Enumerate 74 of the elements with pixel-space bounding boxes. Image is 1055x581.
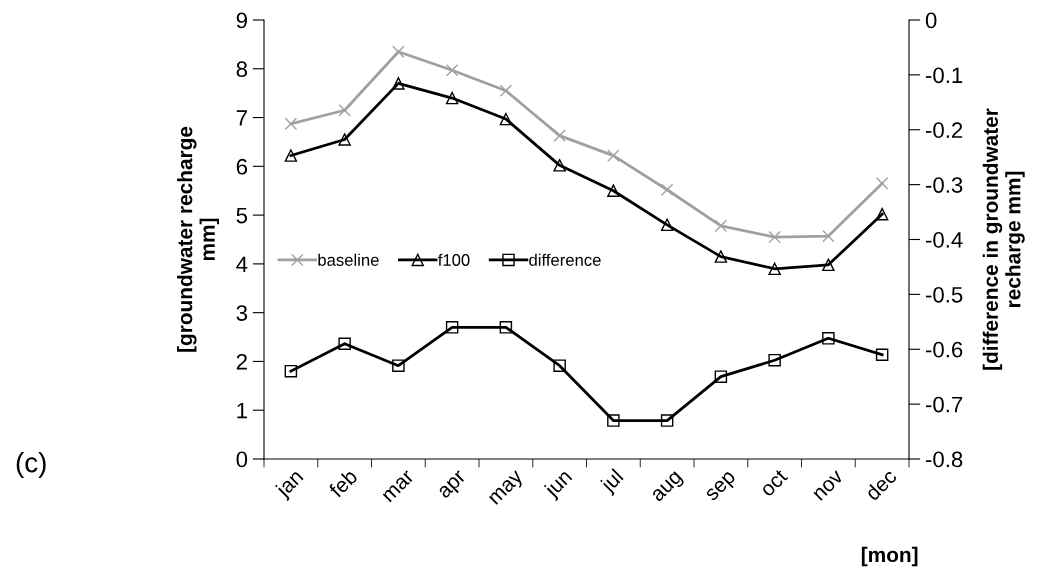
point [768,262,781,276]
y-tick-label: 8 [236,61,248,78]
x-tick-label: nov [813,470,845,501]
y2-tick-label: -0.1 [925,67,963,84]
legend-label: difference [529,253,601,266]
point [338,103,351,117]
point [499,321,513,334]
y2-axis-title: [difference in groundwater recharge mm] [982,108,1025,370]
point [660,414,674,427]
point [553,129,566,142]
x-tick-label: oct [759,468,789,498]
point [392,45,405,58]
point [714,370,728,383]
y-tick-label: 5 [236,207,248,224]
point [875,207,889,221]
point [660,183,674,196]
y2-tick-label: -0.5 [925,286,963,303]
point [553,359,566,372]
x-tick-label: feb [327,467,359,499]
point [822,229,835,243]
y-tick-label: 6 [236,158,248,175]
y2-tick-label: -0.4 [925,232,963,248]
y-tick-label: 9 [236,12,247,29]
point [445,63,459,77]
point [607,414,620,427]
x-tick-label: jul [598,468,627,497]
x-axis-title: [mon] [861,546,918,567]
x-tick-label: aug [651,471,686,506]
x-tick-label: dec [864,467,898,502]
text: (c) [16,452,46,478]
point [284,117,298,131]
y2-tick-label: -0.2 [925,122,963,139]
y-tick-label: 1 [237,402,247,419]
legend-label: f100 [437,253,470,266]
x-tick-label: jan [273,468,307,502]
y2-tick-label: -0.6 [925,341,963,358]
y2-tick-label: -0.8 [925,451,963,468]
point [822,332,835,345]
y-tick-label: 0 [236,451,248,468]
y-tick-label: 4 [236,256,248,272]
point [445,321,459,334]
y-axis-title: [groundwater recharge mm] [177,126,219,352]
x-tick-label: sep [705,470,739,505]
point [875,348,889,361]
legend-label: baseline [318,253,379,266]
point [714,250,728,263]
point [338,133,351,146]
point [768,353,781,367]
point [284,149,298,162]
x-tick-label: may [488,470,527,508]
point [875,177,889,190]
point [607,184,620,197]
x-tick-label: jun [542,468,576,502]
x-tick-label: mar [382,470,415,503]
point [822,258,835,272]
y2-tick-label: -0.7 [925,396,963,413]
point [284,364,298,378]
point [714,219,728,233]
point [392,77,405,90]
x-tick-label: apr [437,470,470,502]
point [660,218,674,232]
y-tick-label: 7 [236,110,247,126]
y-tick-label: 3 [236,305,248,321]
point [553,159,566,172]
point [607,149,620,162]
point [445,91,459,105]
point [392,359,405,372]
y-tick-label: 2 [236,353,247,370]
point [499,84,513,97]
point [768,230,781,244]
point [499,112,513,126]
y2-tick-label: 0 [925,12,937,29]
y2-tick-label: -0.3 [925,177,963,193]
point [338,337,351,351]
